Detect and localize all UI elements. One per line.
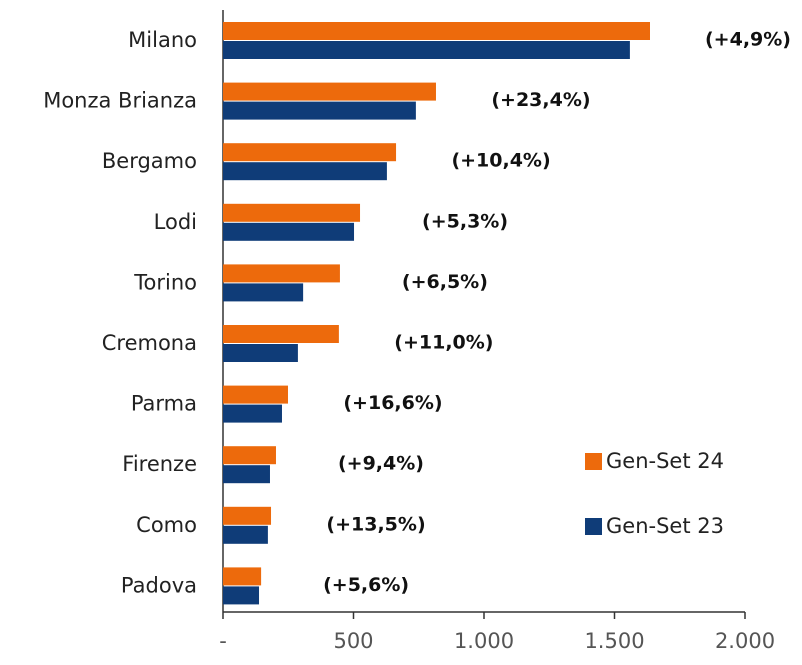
bar <box>223 222 355 241</box>
bar <box>223 344 298 362</box>
bar <box>223 264 340 283</box>
change-label: (+9,4%) <box>338 453 424 475</box>
x-tick-label: 2.000 <box>715 629 775 653</box>
x-tick-label: - <box>219 629 227 653</box>
legend-label: Gen-Set 24 <box>606 449 724 473</box>
change-label: (+4,9%) <box>705 29 791 51</box>
bar <box>223 162 387 181</box>
bar <box>223 404 282 423</box>
category-label: Lodi <box>154 210 197 234</box>
category-label: Parma <box>131 392 197 416</box>
change-label: (+11,0%) <box>394 332 493 354</box>
change-label: (+10,4%) <box>451 150 550 172</box>
bar <box>223 465 270 484</box>
legend-swatch <box>585 453 602 470</box>
bar <box>223 325 339 343</box>
category-label: Firenze <box>122 452 197 476</box>
x-tick-label: 1.000 <box>454 629 514 653</box>
category-label: Monza Brianza <box>43 89 197 113</box>
bar <box>223 586 260 605</box>
bar <box>223 101 416 120</box>
bar <box>223 41 630 59</box>
change-label: (+6,5%) <box>402 271 488 293</box>
change-label: (+5,3%) <box>422 210 508 232</box>
x-tick-label: 500 <box>333 629 373 653</box>
change-label: (+16,6%) <box>343 392 442 414</box>
bar <box>223 446 276 465</box>
legend-swatch <box>585 518 602 535</box>
change-label: (+23,4%) <box>491 89 590 111</box>
bar <box>223 203 361 222</box>
change-label: (+5,6%) <box>323 574 409 596</box>
category-label: Cremona <box>102 331 197 355</box>
legend-label: Gen-Set 23 <box>606 514 724 538</box>
bar <box>223 506 272 525</box>
bar <box>223 385 288 404</box>
bar <box>223 143 397 162</box>
bar <box>223 283 304 302</box>
category-label: Como <box>136 513 197 537</box>
x-tick-label: 1.500 <box>584 629 644 653</box>
bar <box>223 567 262 586</box>
bar <box>223 525 268 544</box>
bar <box>223 22 650 40</box>
category-label: Bergamo <box>102 149 197 173</box>
bar <box>223 82 436 101</box>
category-label: Milano <box>128 28 197 52</box>
category-label: Torino <box>133 270 197 294</box>
change-label: (+13,5%) <box>326 513 425 535</box>
category-label: Padova <box>121 573 197 597</box>
